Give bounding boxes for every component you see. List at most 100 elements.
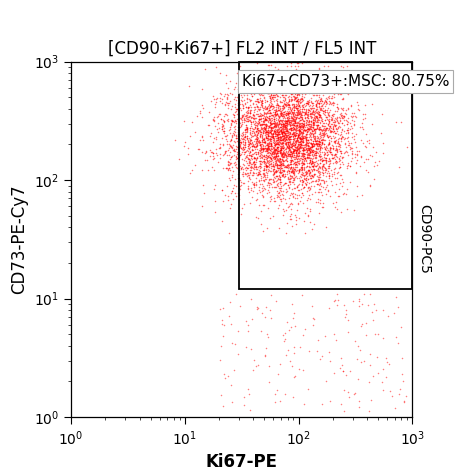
Point	[287, 118, 295, 126]
Point	[289, 123, 296, 130]
Point	[285, 161, 292, 168]
Point	[322, 127, 330, 134]
Point	[310, 148, 317, 155]
Point	[306, 156, 313, 164]
Point	[265, 176, 273, 183]
Point	[314, 145, 321, 153]
Point	[265, 181, 273, 189]
Point	[217, 116, 225, 123]
Point	[274, 174, 282, 182]
Point	[276, 93, 284, 100]
Point	[332, 123, 339, 130]
Point	[273, 89, 281, 96]
Point	[273, 144, 281, 151]
Point	[290, 119, 298, 127]
Point	[264, 108, 272, 115]
Point	[289, 128, 297, 136]
Point	[307, 147, 314, 155]
Point	[280, 194, 287, 201]
Point	[277, 160, 284, 168]
Point	[267, 135, 275, 143]
Point	[293, 121, 301, 128]
Point	[273, 297, 280, 304]
Point	[307, 184, 314, 191]
Point	[337, 137, 345, 145]
Point	[266, 136, 273, 143]
Point	[268, 152, 276, 160]
Point	[311, 171, 319, 178]
Point	[316, 145, 324, 153]
Point	[311, 188, 319, 196]
Point	[283, 142, 291, 150]
Point	[311, 128, 319, 136]
Point	[319, 148, 326, 156]
Point	[286, 151, 294, 159]
Point	[323, 113, 331, 121]
Point	[305, 126, 312, 133]
Point	[201, 149, 209, 156]
Point	[323, 181, 330, 189]
Point	[288, 153, 296, 160]
Point	[277, 111, 285, 119]
Point	[336, 147, 344, 155]
Point	[280, 105, 287, 112]
Point	[272, 121, 280, 128]
Point	[270, 124, 277, 131]
Point	[248, 92, 255, 100]
Point	[295, 108, 302, 116]
Point	[262, 126, 269, 133]
Point	[278, 136, 285, 143]
Point	[399, 371, 406, 378]
Point	[279, 128, 287, 136]
Point	[284, 134, 292, 141]
Point	[307, 106, 315, 113]
Point	[286, 104, 293, 112]
Point	[312, 151, 320, 159]
Point	[294, 154, 302, 162]
Point	[325, 157, 332, 165]
Point	[328, 152, 335, 159]
Point	[274, 370, 282, 378]
Point	[250, 179, 258, 186]
Point	[289, 103, 296, 111]
Point	[309, 107, 316, 114]
Point	[277, 123, 285, 131]
Point	[308, 151, 316, 159]
Point	[293, 163, 301, 171]
Point	[252, 121, 259, 129]
Point	[339, 153, 346, 161]
Point	[273, 146, 280, 153]
Point	[283, 114, 291, 121]
Point	[283, 101, 291, 109]
Point	[310, 152, 318, 159]
Point	[280, 112, 288, 120]
Point	[283, 114, 291, 121]
Point	[277, 167, 284, 174]
Point	[272, 126, 279, 133]
Point	[345, 105, 352, 112]
Point	[245, 155, 253, 163]
Point	[303, 126, 310, 133]
Point	[316, 135, 323, 142]
Point	[240, 105, 247, 112]
Point	[316, 110, 323, 118]
Point	[303, 178, 310, 186]
Point	[317, 81, 325, 88]
Point	[270, 168, 278, 175]
Point	[301, 44, 308, 52]
Point	[247, 118, 255, 126]
Point	[270, 153, 277, 161]
Point	[276, 146, 284, 154]
Point	[292, 93, 300, 100]
Point	[287, 152, 295, 160]
Point	[276, 116, 284, 124]
Point	[253, 114, 260, 122]
Point	[319, 169, 326, 176]
Point	[267, 133, 275, 141]
Point	[230, 131, 237, 138]
Point	[315, 107, 322, 115]
Point	[302, 171, 310, 178]
Point	[279, 166, 286, 173]
Point	[270, 93, 278, 101]
Point	[294, 95, 302, 103]
